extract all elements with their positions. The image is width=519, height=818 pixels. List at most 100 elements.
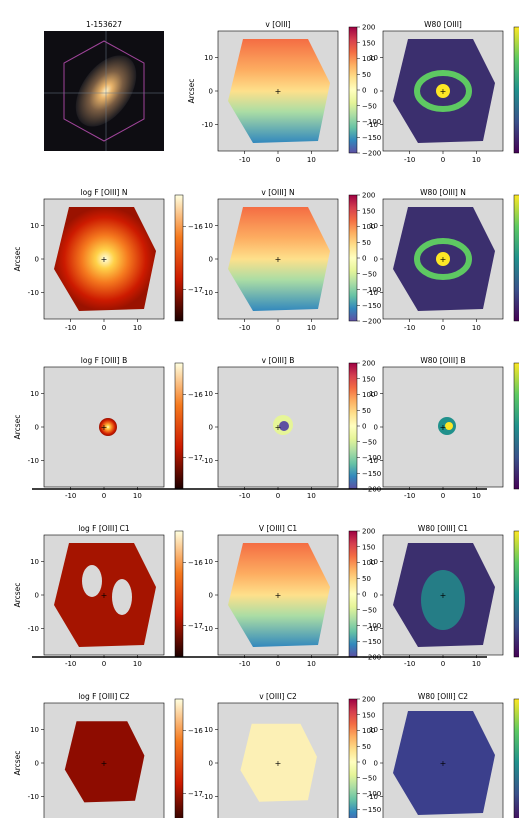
y-tick-label: -10 [202, 289, 213, 297]
colorbar-tick-label: 200 [362, 528, 375, 536]
y-tick-label: 10 [30, 390, 39, 398]
colorbar-tick-label: 0 [362, 423, 366, 431]
panel-logf-oiii-n: log F [OIII] N + -10 0 10 -10 0 10 Arcsec −16 −17 [13, 188, 203, 332]
colorbar [174, 698, 184, 818]
colorbar-tick-label: −100 [362, 622, 381, 630]
w80-ring [414, 238, 472, 280]
x-tick-label: 0 [441, 156, 445, 164]
y-tick-label: -10 [367, 289, 378, 297]
center-marker: + [440, 591, 447, 600]
colorbar [348, 530, 358, 658]
x-tick-label: -10 [239, 660, 250, 668]
colorbar-tick-label: 150 [362, 375, 375, 383]
y-tick-label: 0 [209, 592, 213, 600]
x-tick-label: 0 [102, 492, 106, 500]
x-tick-label: 0 [276, 156, 280, 164]
x-tick-label: -10 [239, 156, 250, 164]
colorbar-tick-label: −100 [362, 118, 381, 126]
center-marker: + [440, 423, 447, 432]
y-tick-label: -10 [202, 457, 213, 465]
y-tick-label: 0 [374, 760, 378, 768]
colorbar-tick-label: −150 [362, 638, 381, 646]
colorbar-tick-label: −16 [188, 727, 203, 735]
x-tick-label: 0 [276, 324, 280, 332]
colorbar-tick-label: −100 [362, 286, 381, 294]
y-axis-label: Arcsec [13, 583, 22, 608]
center-marker: + [275, 759, 282, 768]
colorbar [174, 194, 184, 322]
y-tick-label: 10 [369, 558, 378, 566]
panel-title: log F [OIII] B [81, 356, 127, 365]
colorbar-tick-label: 0 [362, 759, 366, 767]
x-tick-label: -10 [65, 324, 76, 332]
center-marker: + [440, 759, 447, 768]
x-tick-label: -10 [65, 660, 76, 668]
colorbar-tick-label: 100 [362, 391, 375, 399]
y-tick-label: 10 [204, 558, 213, 566]
y-tick-label: 0 [35, 424, 39, 432]
panel-title: 1-153627 [86, 20, 122, 29]
y-tick-label: 0 [209, 760, 213, 768]
x-tick-label: -10 [404, 324, 415, 332]
y-tick-label: -10 [28, 289, 39, 297]
y-axis-label: Arcsec [187, 79, 196, 104]
panel-title: W80 [OIII] N [420, 188, 466, 197]
center-marker: + [440, 87, 447, 96]
y-axis-label: Arcsec [13, 751, 22, 776]
y-tick-label: 0 [209, 424, 213, 432]
panel-w80-oiii: W80 [OIII]+-10010-1001020025030035040045… [367, 20, 519, 164]
colorbar-tick-label: 50 [362, 743, 371, 751]
colorbar [348, 194, 358, 322]
flux-map [64, 721, 145, 803]
colorbar-tick-label: −150 [362, 302, 381, 310]
x-tick-label: 0 [441, 324, 445, 332]
colorbar-tick-label: −200 [362, 150, 381, 158]
y-tick-label: -10 [202, 793, 213, 801]
panel-logf-oiii-c2: log F [OIII] C2+-10010-10010ArcsecArcsec… [13, 692, 203, 818]
center-marker: + [275, 591, 282, 600]
x-tick-label: 10 [307, 660, 316, 668]
colorbar-tick-label: 200 [362, 360, 375, 368]
y-tick-label: -10 [367, 121, 378, 129]
y-tick-label: -10 [367, 793, 378, 801]
colorbar-tick-label: 150 [362, 39, 375, 47]
panel-title: V [OIII] C1 [259, 524, 298, 533]
panel-sdss-image: 1-153627 [44, 20, 164, 151]
flux-hole [112, 579, 132, 615]
y-tick-label: 10 [30, 222, 39, 230]
ifu-footprint-hexagon [63, 40, 145, 142]
x-tick-label: 0 [102, 660, 106, 668]
colorbar-tick-label: −50 [362, 270, 377, 278]
y-tick-label: -10 [367, 457, 378, 465]
y-tick-label: 10 [204, 390, 213, 398]
y-axis-label: Arcsec [13, 415, 22, 440]
panel-w80-oiii-c1: W80 [OIII] C1+-10010-1001020025030035040… [367, 524, 519, 668]
panel-v-oiii: v [OIII] + -10 0 10 -10 0 10 Arcsec −200 −150 −100 −… [187, 20, 381, 164]
x-tick-label: 10 [307, 324, 316, 332]
panel-logf-oiii-c1: log F [OIII] C1 + -10 0 10 -10 0 10 Arcsec −16 −17 [13, 524, 203, 668]
panel-w80-oiii-c2: W80 [OIII] C2+-10010-10010Arcsec20025030… [367, 692, 519, 818]
w80-map [393, 711, 495, 815]
x-tick-label: 0 [102, 324, 106, 332]
y-tick-label: 10 [204, 222, 213, 230]
x-tick-label: 10 [472, 156, 481, 164]
colorbar-tick-label: 0 [362, 591, 366, 599]
w80-core [436, 84, 450, 98]
colorbar-tick-label: −150 [362, 134, 381, 142]
panel-title: W80 [OIII] C1 [418, 524, 468, 533]
colorbar [174, 362, 184, 490]
x-tick-label: 10 [133, 492, 142, 500]
panel-v-oiii-n: v [OIII] N + -10 0 10 -10 0 10 −200 −150 −100 −50 0 5… [202, 188, 382, 332]
center-marker: + [275, 423, 282, 432]
flux-map [99, 418, 117, 436]
x-tick-label: -10 [404, 660, 415, 668]
y-tick-label: -10 [202, 625, 213, 633]
y-tick-label: -10 [367, 625, 378, 633]
colorbar-tick-label: 0 [362, 255, 366, 263]
x-tick-label: -10 [239, 324, 250, 332]
panel-w80-oiii-n: W80 [OIII] N+-10010-10010200250300350400… [367, 188, 519, 332]
flux-map [54, 207, 156, 311]
panel-title: v [OIII] B [262, 356, 295, 365]
velocity-map [228, 207, 330, 311]
